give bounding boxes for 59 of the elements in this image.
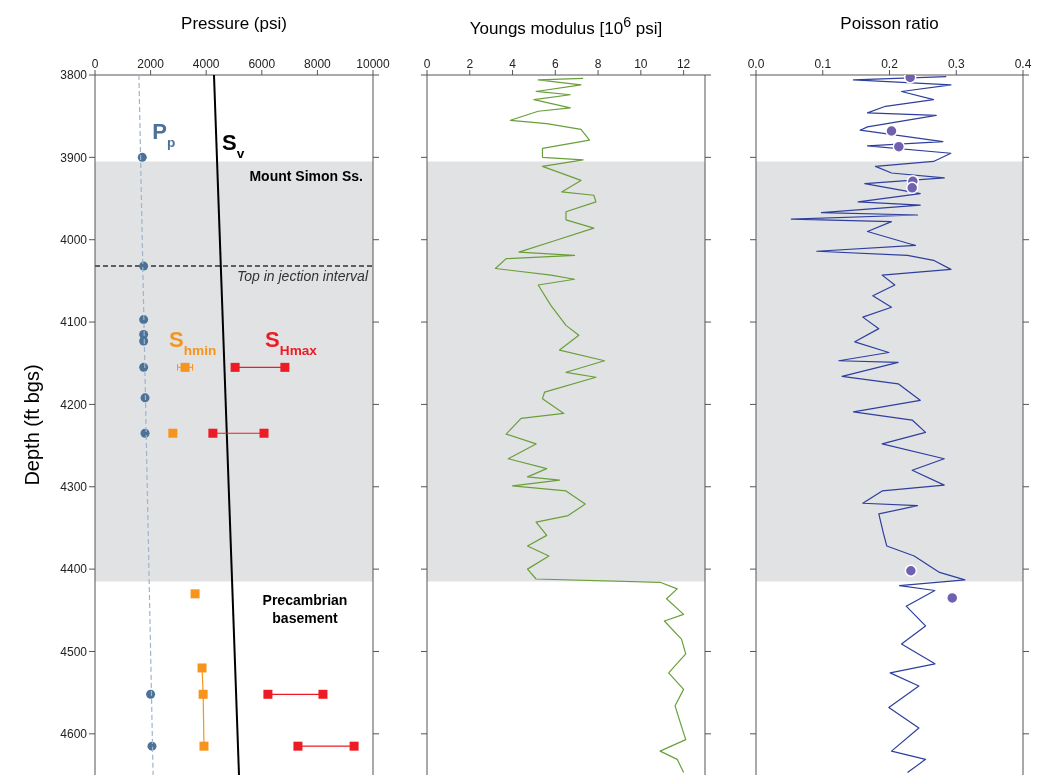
series-label: S$_{v}$ — [221, 130, 245, 161]
y-tick-label: 3900 — [60, 150, 88, 165]
x-tick-label: 0.2 — [881, 57, 899, 71]
chart-title: Pressure (psi) — [180, 14, 288, 34]
point — [197, 663, 207, 673]
x-tick-label: 0.4 — [1014, 57, 1032, 71]
y-axis-title: Depth (ft bgs) — [21, 364, 44, 486]
y-tick-label: 4000 — [60, 232, 88, 247]
x-tick-label: 0.1 — [814, 57, 832, 71]
point — [208, 428, 218, 438]
x-tick-label: 0.0 — [747, 57, 765, 71]
point — [349, 741, 359, 751]
x-tick-label: 4000 — [192, 57, 220, 71]
series-label: S$_{Hmax}$ — [265, 327, 318, 358]
point — [139, 362, 149, 372]
annotation: Precambrian basement — [262, 592, 348, 627]
x-tick-label: 6000 — [248, 57, 276, 71]
series-label: S$_{hmin}$ — [169, 327, 217, 358]
x-tick-label: 12 — [676, 57, 691, 71]
point — [263, 689, 273, 699]
point — [318, 689, 328, 699]
point — [190, 589, 200, 599]
point — [904, 564, 918, 578]
x-tick-label: 8000 — [304, 57, 332, 71]
point — [885, 124, 898, 138]
point — [137, 152, 147, 162]
point — [259, 428, 269, 438]
point — [168, 428, 178, 438]
x-tick-label: 10 — [634, 57, 648, 71]
y-tick-label: 4600 — [60, 727, 88, 742]
x-tick-label: 6 — [551, 57, 559, 71]
y-tick-label: 4100 — [60, 315, 88, 330]
point — [280, 362, 290, 372]
point — [892, 140, 906, 153]
ref-line-label: Top in jection interval — [236, 268, 369, 284]
x-tick-label: 0 — [91, 57, 99, 71]
x-tick-label: 10000 — [356, 57, 391, 71]
x-tick-label: 0 — [423, 57, 431, 71]
y-tick-label: 4400 — [60, 562, 88, 577]
x-tick-label: 2000 — [137, 57, 165, 71]
x-tick-label: 8 — [594, 57, 602, 71]
y-tick-label: 4300 — [60, 480, 88, 495]
band-label: Mount Simon Ss. — [249, 168, 363, 185]
point — [946, 591, 959, 605]
y-tick-label: 4200 — [60, 397, 88, 412]
series-label: P$_{p}$ — [152, 119, 176, 150]
point — [293, 741, 303, 751]
chart-title: Poisson ratio — [839, 14, 940, 34]
chart-title: Youngs modulus [10$^{6}$ psi] — [468, 14, 664, 39]
x-tick-label: 4 — [509, 57, 517, 71]
point — [146, 689, 156, 699]
y-tick-label: 4500 — [60, 644, 88, 659]
point — [905, 181, 919, 195]
x-tick-label: 0.3 — [947, 57, 965, 71]
x-tick-label: 2 — [466, 57, 474, 71]
point — [180, 362, 190, 372]
point — [199, 741, 209, 751]
y-tick-label: 3800 — [60, 68, 88, 83]
point — [230, 362, 240, 372]
